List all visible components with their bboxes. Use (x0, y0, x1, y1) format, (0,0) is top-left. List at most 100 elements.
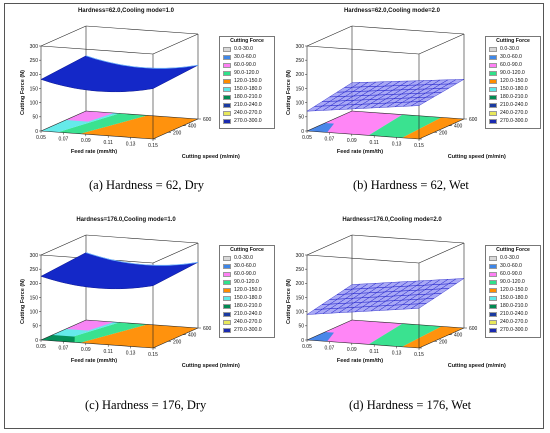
z-tick-label: 50 (298, 324, 304, 330)
caption-c: (c) Hardness = 176, Dry (85, 398, 207, 412)
legend-label: 90.0-120.0 (500, 279, 525, 285)
z-tick-label: 50 (32, 115, 38, 121)
axis-box-edge (40, 319, 87, 341)
axis-box-edge (418, 118, 465, 140)
z-tick-label: 0 (301, 129, 304, 135)
x-tick-label: 0.07 (59, 137, 69, 143)
legend-label: 150.0-180.0 (234, 295, 262, 301)
legend-entry: 210.0-240.0 (220, 101, 274, 109)
caption-a: (a) Hardness = 62, Dry (89, 178, 205, 192)
z-tick-label: 150 (30, 86, 39, 92)
legend-swatch (489, 279, 497, 285)
legend-entry: 240.0-270.0 (220, 109, 274, 117)
axis-box-edge (152, 33, 199, 55)
legend-entry: 120.0-150.0 (220, 286, 274, 294)
legend-entry: 30.0-60.0 (220, 53, 274, 61)
x-tick-label: 0.09 (81, 138, 91, 144)
legend-label: 60.0-90.0 (234, 62, 256, 68)
x-tick-label: 0.05 (302, 135, 312, 141)
axis-box-edge (85, 319, 199, 329)
z-tick-label: 300 (296, 44, 305, 50)
legend-label: 150.0-180.0 (500, 295, 528, 301)
legend-entry: 150.0-180.0 (486, 294, 540, 302)
legend-entry: 0.0-30.0 (486, 45, 540, 53)
x-tick-label: 0.05 (36, 344, 46, 350)
legend-label: 90.0-120.0 (500, 70, 525, 76)
axis-box-edge (152, 327, 199, 349)
contour-band (307, 111, 403, 136)
axis-box-edge (306, 110, 353, 132)
legend-label: 270.0-300.0 (234, 327, 262, 333)
y-tick-label: 600 (469, 117, 478, 123)
z-tick-label: 0 (35, 338, 38, 344)
x-tick-label: 0.15 (414, 352, 424, 358)
legend-label: 30.0-60.0 (234, 54, 256, 60)
x-tick-label: 0.15 (148, 352, 158, 358)
x-tick-label: 0.13 (126, 350, 136, 356)
axis-box-edge (351, 25, 465, 35)
contour-band (307, 123, 334, 133)
y-axis-label: Cutting speed (m/min) (448, 363, 506, 369)
legend-label: 240.0-270.0 (500, 110, 528, 116)
legend-label: 210.0-240.0 (500, 102, 528, 108)
legend-swatch (489, 303, 497, 309)
legend-label: 240.0-270.0 (234, 319, 262, 325)
legend-entry: 90.0-120.0 (220, 278, 274, 286)
legend-entry: 270.0-300.0 (486, 117, 540, 125)
legend-entry: 150.0-180.0 (220, 85, 274, 93)
x-tick-label: 0.11 (104, 140, 114, 146)
legend-swatch (489, 78, 497, 84)
legend: Cutting Force 0.0-30.0 30.0-60.0 60.0-90.0 9… (219, 36, 275, 129)
y-tick-label: 200 (173, 130, 182, 136)
x-axis-label: Feed rate (mm/th) (337, 358, 383, 364)
axis-box-edge (40, 45, 154, 55)
legend-label: 180.0-210.0 (234, 94, 262, 100)
x-tick-label: 0.05 (36, 135, 46, 141)
contour-band (65, 111, 114, 122)
axis-box-edge (306, 130, 420, 140)
z-tick-label: 300 (30, 44, 39, 50)
legend-entry: 90.0-120.0 (486, 69, 540, 77)
x-tick-label: 0.07 (59, 346, 69, 352)
x-axis-label: Feed rate (mm/th) (71, 358, 117, 364)
axis-box-edge (306, 319, 353, 341)
legend-swatch (489, 102, 497, 108)
z-tick-label: 100 (30, 100, 39, 106)
legend-entry: 180.0-210.0 (486, 93, 540, 101)
surface-plot-c: 0.05 0.07 0.09 0.11 0.13 0.15 200 400 600 0 50 100 1… (20, 234, 240, 369)
y-tick-label: 400 (454, 124, 463, 130)
legend-entry: 270.0-300.0 (220, 326, 274, 334)
x-tick-label: 0.05 (302, 344, 312, 350)
z-tick-label: 300 (296, 253, 305, 259)
legend-entry: 180.0-210.0 (220, 93, 274, 101)
legend-swatch (223, 62, 231, 68)
legend-entry: 150.0-180.0 (486, 85, 540, 93)
y-tick-label: 400 (188, 333, 197, 339)
surface-band (40, 252, 199, 290)
contour-band (402, 117, 464, 139)
axis-box-edge (40, 110, 87, 132)
x-tick-label: 0.11 (370, 140, 380, 146)
chart-title: Hardness=62.0,Cooling mode=2.0 (343, 8, 441, 14)
legend-label: 180.0-210.0 (234, 303, 262, 309)
z-tick-label: 0 (35, 129, 38, 135)
z-tick-label: 200 (30, 72, 39, 78)
x-tick-label: 0.15 (414, 143, 424, 149)
legend-label: 120.0-150.0 (500, 287, 528, 293)
surface-plot-d: 0.05 0.07 0.09 0.11 0.13 0.15 200 400 600 0 50 100 1… (286, 234, 506, 369)
y-tick-label: 600 (203, 117, 212, 123)
legend-label: 180.0-210.0 (500, 303, 528, 309)
y-tick-label: 200 (439, 130, 448, 136)
floor-contour-map (307, 111, 464, 139)
axis-box-edge (152, 118, 199, 140)
legend-entry: 240.0-270.0 (486, 109, 540, 117)
axis-box-edge (85, 110, 199, 120)
legend-label: 0.0-30.0 (500, 255, 520, 261)
y-tick-label: 400 (454, 333, 463, 339)
panel-a: Hardness=62.0,Cooling mode=1.0 0.05 0.07 0… (11, 7, 279, 165)
legend-title: Cutting Force (496, 38, 530, 44)
legend-swatch (489, 319, 497, 325)
legend-label: 270.0-300.0 (234, 118, 262, 124)
contour-band (402, 326, 464, 348)
legend-swatch (223, 110, 231, 116)
